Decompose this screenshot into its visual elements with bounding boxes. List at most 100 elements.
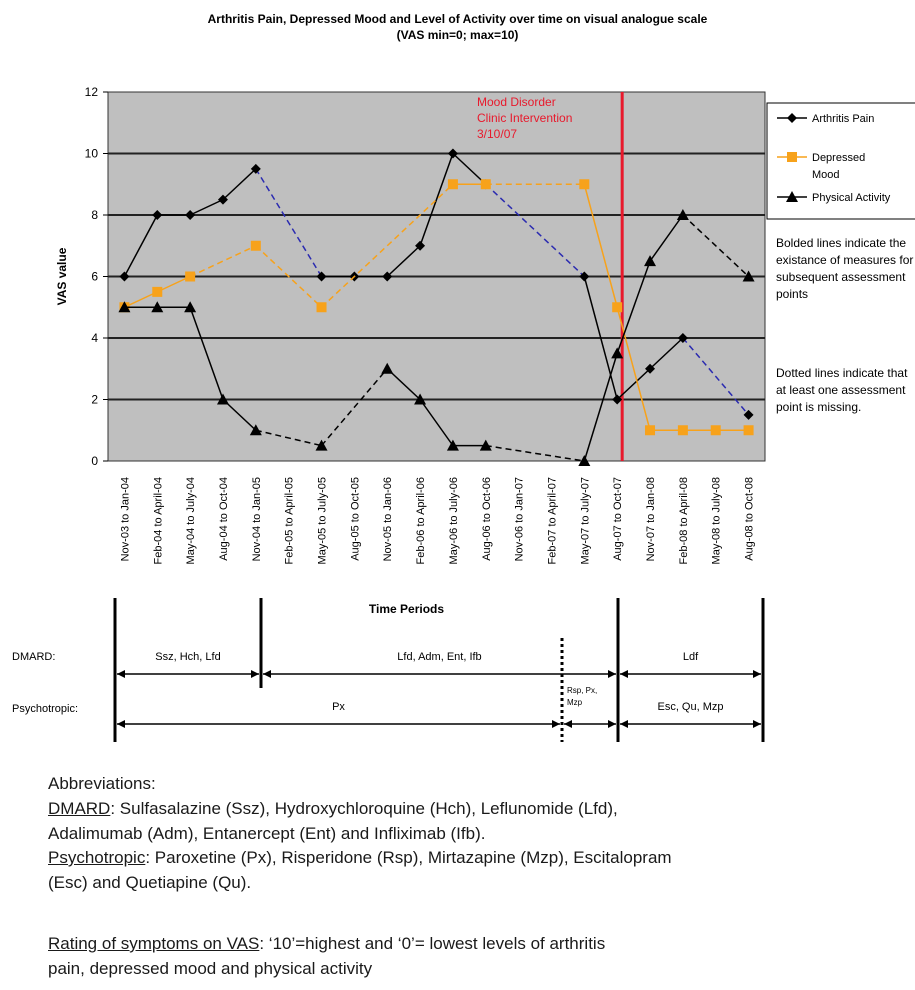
arthritis-pain-point: [645, 363, 656, 374]
depressed-mood-point: [645, 425, 656, 436]
depressed-mood-point: [480, 179, 491, 190]
x-tick-label: Feb-08 to April-08: [678, 477, 690, 564]
depressed-mood-segment: [583, 184, 618, 308]
arthritis-pain-point: [119, 271, 130, 282]
physical-activity-segment: [616, 260, 651, 354]
x-tick-label: Feb-05 to April-05: [284, 477, 296, 564]
arthritis-pain-point: [250, 163, 261, 174]
physical-activity-segment: [649, 214, 684, 262]
arthritis-pain-segment: [222, 168, 257, 201]
physical-activity-segment: [386, 368, 421, 401]
x-tick-label: May-08 to July-08: [711, 477, 723, 564]
physical-activity-point: [578, 455, 591, 466]
depressed-mood-point: [743, 425, 754, 436]
arthritis-pain-point: [382, 271, 393, 282]
legend: Arthritis Pain Depressed Mood Physical Acti…: [766, 102, 915, 220]
psychotropic-period-label: Esc, Qu, Mzp: [657, 701, 723, 713]
arrowhead: [608, 720, 616, 728]
physical-activity-point: [446, 439, 459, 451]
physical-activity-point: [742, 270, 755, 282]
arthritis-pain-segment: [386, 245, 421, 278]
arrowhead: [753, 670, 761, 678]
depressed-mood-point: [316, 302, 327, 313]
x-tick-label: May-05 to July-05: [317, 477, 329, 564]
physical-activity-point: [381, 362, 394, 374]
arthritis-pain-point: [447, 148, 458, 159]
y-tick-label: 4: [91, 331, 98, 345]
x-tick-label: Feb-07 to April-07: [546, 477, 558, 564]
arthritis-pain-segment: [583, 276, 618, 400]
legend-marker: [787, 152, 797, 162]
abbreviations-psychotropic: Psychotropic: Paroxetine (Px), Risperido…: [48, 846, 672, 869]
dmard-period-label: Ldf: [683, 651, 699, 663]
x-tick-label: Nov-07 to Jan-08: [645, 477, 657, 561]
depressed-mood-segment: [156, 275, 191, 293]
chart: 0 2 4 6 8 10 12 VAS value Nov-03 to Jan-04 Feb-04…: [12, 85, 915, 742]
psychotropic-text: : Paroxetine (Px), Risperidone (Rsp), Mi…: [145, 848, 672, 867]
y-tick-label: 10: [85, 147, 99, 161]
x-tick-label: Feb-06 to April-06: [415, 477, 427, 564]
physical-activity-segment: [189, 306, 224, 400]
treatment-timeline: DMARD: Psychotropic: Ssz, Hch, Lfd Lfd, Adm…: [12, 598, 765, 742]
series-depressed-mood: [119, 179, 754, 436]
physical-activity-point: [216, 393, 229, 405]
physical-activity-point: [644, 255, 657, 267]
dmard-period-label: Ssz, Hch, Lfd: [155, 651, 220, 663]
physical-activity-segment: [583, 353, 618, 462]
physical-activity-segment: [320, 368, 388, 447]
depressed-mood-point: [447, 179, 458, 190]
depressed-mood-segment: [255, 245, 323, 308]
arthritis-pain-segment: [123, 214, 158, 277]
arthritis-pain-point: [185, 210, 196, 220]
arrowhead: [620, 720, 628, 728]
physical-activity-point: [315, 439, 328, 451]
y-tick-label: 12: [85, 85, 99, 99]
arthritis-pain-segment: [649, 337, 684, 370]
depressed-mood-point: [612, 302, 623, 313]
physical-activity-point: [118, 301, 131, 313]
arthritis-pain-segment: [452, 152, 487, 185]
dmard-period-label: Lfd, Adm, Ent, Ifb: [397, 651, 481, 663]
psychotropic-period-label: Rsp, Px,: [567, 686, 597, 695]
arrowhead: [117, 670, 125, 678]
legend-label: Depressed: [812, 152, 865, 164]
legend-label: Mood: [812, 169, 840, 181]
arthritis-pain-segment: [485, 183, 585, 278]
x-tick-label: Aug-04 to Oct-04: [218, 477, 230, 561]
psychotropic-term: Psychotropic: [48, 848, 146, 867]
physical-activity-segment: [419, 399, 454, 447]
y-tick-label: 0: [91, 454, 98, 468]
arthritis-pain-point: [743, 409, 754, 420]
arthritis-pain-point: [415, 240, 426, 251]
physical-activity-point: [479, 439, 492, 451]
arthritis-pain-segment: [189, 198, 224, 216]
y-tick-label: 2: [91, 393, 98, 407]
x-tick-label: Aug-05 to Oct-05: [349, 477, 361, 561]
arthritis-pain-segment: [255, 168, 323, 277]
depressed-mood-point: [152, 286, 163, 297]
legend-label: Physical Activity: [812, 192, 891, 204]
intervention-label: Mood Disorder: [477, 95, 556, 109]
physical-activity-segment: [222, 398, 257, 431]
physical-activity-point: [676, 209, 689, 220]
note-bolded-lines: Bolded lines indicate the existance of m…: [776, 236, 914, 301]
arthritis-pain-segment: [419, 153, 454, 247]
arrowhead: [263, 670, 271, 678]
y-axis-label: VAS value: [55, 247, 69, 305]
x-tick-label: May-04 to July-04: [185, 477, 197, 564]
abbreviations-dmard-cont: Adalimumab (Adm), Entanercept (Ent) and …: [48, 824, 486, 843]
arrowhead: [552, 720, 560, 728]
arrowhead: [251, 670, 259, 678]
x-tick-label: May-06 to July-06: [448, 477, 460, 564]
x-tick-label: Nov-05 to Jan-06: [382, 477, 394, 561]
physical-activity-segment: [255, 429, 322, 447]
series-physical-activity: [118, 209, 755, 466]
x-tick-label: Nov-04 to Jan-05: [251, 477, 263, 561]
arthritis-pain-point: [152, 210, 163, 220]
arthritis-pain-segment: [682, 337, 750, 416]
rating-term: Rating of symptoms on VAS: [48, 934, 260, 953]
legend-marker: [786, 191, 798, 202]
physical-activity-point: [249, 424, 262, 436]
note-dotted-lines: Dotted lines indicate that at least one …: [776, 366, 908, 414]
chart-title: Arthritis Pain, Depressed Mood and Level…: [207, 12, 708, 26]
